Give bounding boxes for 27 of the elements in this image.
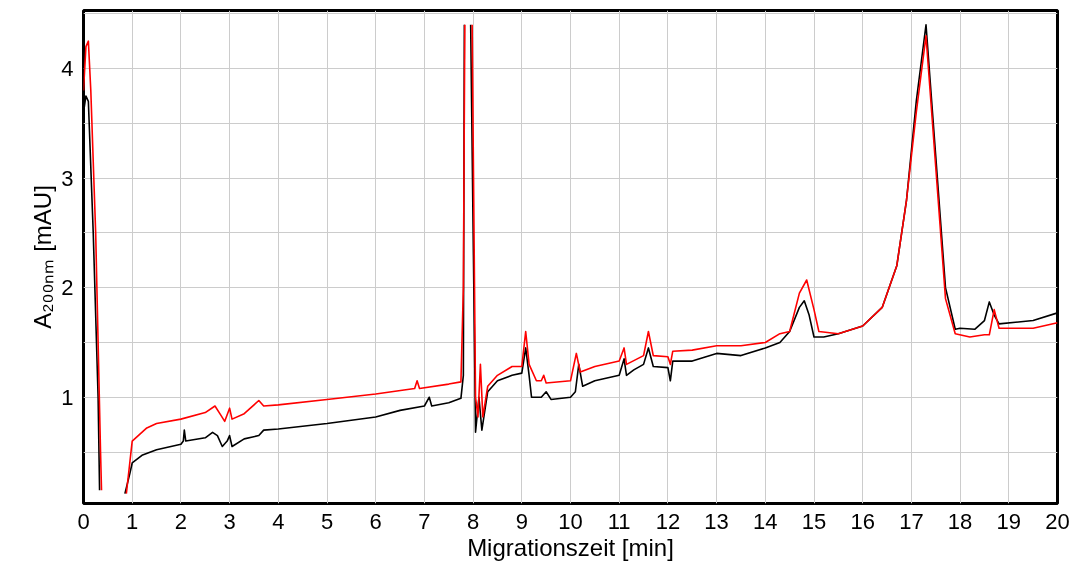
x-tick-label: 8 [466, 508, 480, 534]
x-tick-label: 13 [704, 508, 729, 534]
x-tick-label: 0 [77, 508, 90, 534]
x-tick-label: 7 [418, 508, 431, 534]
x-tick-label: 10 [558, 508, 583, 534]
x-tick-label: 1 [126, 508, 139, 534]
x-tick-label: 4 [272, 508, 285, 534]
x-tick-label: 18 [947, 508, 973, 534]
x-axis-title: Migrationszeit [min] [467, 533, 674, 561]
y-tick-label: 1 [61, 384, 74, 410]
x-tick-label: 16 [850, 508, 875, 534]
y-tick-label: 4 [61, 56, 74, 82]
x-tick-label: 12 [655, 508, 681, 534]
x-tick-label: 5 [320, 508, 334, 534]
x-tick-label: 20 [1045, 508, 1070, 534]
x-tick-label: 14 [753, 508, 778, 534]
x-tick-label: 3 [223, 508, 236, 534]
x-tick-label: 2 [174, 508, 188, 534]
x-tick-label: 17 [899, 508, 924, 534]
x-tick-label: 19 [996, 508, 1022, 534]
x-tick-label: 9 [515, 508, 528, 534]
x-tick-label: 11 [607, 508, 631, 534]
y-axis-title: A₂₀₀ₙₘ [mAU] [29, 185, 57, 329]
x-tick-label: 15 [801, 508, 827, 534]
y-tick-label: 2 [61, 275, 74, 301]
y-tick-label: 3 [61, 165, 74, 191]
x-tick-label: 6 [369, 508, 382, 534]
